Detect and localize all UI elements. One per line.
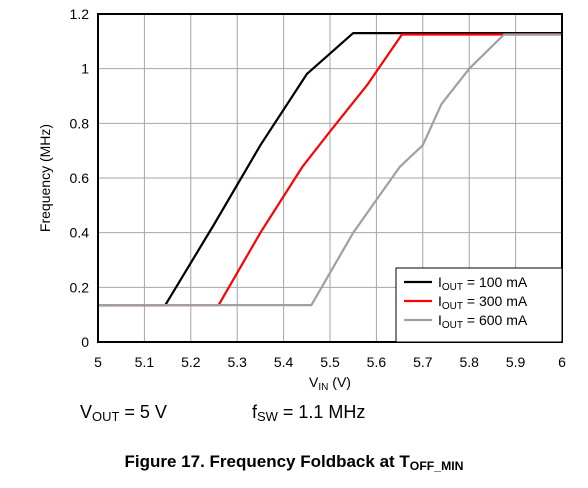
fsw-main: f [252, 402, 258, 422]
y-tick-label: 1.2 [70, 6, 90, 22]
figure-caption: Figure 17. Frequency Foldback at TOFF_MI… [0, 452, 588, 473]
x-tick-label: 5.3 [227, 354, 247, 370]
plot-frame [97, 13, 563, 343]
caption-main: Figure 17. Frequency Foldback at T [124, 452, 410, 471]
x-tick-label: 5.4 [274, 354, 294, 370]
x-tick-label: 5 [94, 354, 102, 370]
x-axis-label-sub: IN [318, 382, 328, 393]
x-tick-label: 5.6 [367, 354, 387, 370]
x-tick-label: 5.7 [413, 354, 433, 370]
legend-label: IOUT = 100 mA [438, 274, 528, 293]
series-line-2 [98, 33, 562, 307]
legend-box [395, 267, 563, 343]
x-tick-labels: 5 5.1 5.2 5.3 5.4 5.5 5.6 5.7 5.8 5.9 6 [94, 354, 566, 370]
vout-rest: = 5 V [119, 402, 167, 422]
x-tick-label: 5.9 [506, 354, 526, 370]
fsw-sub: SW [257, 409, 278, 425]
vout-main: V [80, 402, 93, 422]
y-tick-label: 1 [81, 61, 89, 77]
y-axis-label: Frequency (MHz) [37, 124, 53, 232]
x-axis-label: VIN (V) [309, 374, 351, 393]
legend-label: IOUT = 600 mA [438, 312, 528, 331]
x-axis-label-unit: (V) [328, 374, 351, 390]
y-tick-label: 0.4 [70, 225, 90, 241]
x-axis-label-main: V [309, 374, 319, 390]
chart: 5 5.1 5.2 5.3 5.4 5.5 5.6 5.7 5.8 5.9 6 0 0.2 0.4 0.6… [37, 6, 566, 393]
vout-sub: OUT [92, 409, 120, 425]
series-lines [98, 31, 562, 307]
x-tick-label: 5.1 [135, 354, 155, 370]
x-tick-label: 5.8 [459, 354, 479, 370]
y-tick-label: 0.8 [70, 115, 90, 131]
y-tick-label: 0 [81, 334, 89, 350]
legend-label: IOUT = 300 mA [438, 293, 528, 312]
fsw-note: fSW = 1.1 MHz [252, 402, 365, 424]
y-tick-label: 0.2 [70, 279, 90, 295]
grid-lines [98, 14, 562, 342]
fsw-rest: = 1.1 MHz [277, 402, 366, 422]
y-tick-label: 0.6 [70, 170, 90, 186]
x-tick-label: 5.2 [181, 354, 201, 370]
y-tick-labels: 0 0.2 0.4 0.6 0.8 1 1.2 [70, 6, 90, 350]
series-line-3 [98, 33, 562, 307]
x-tick-label: 6 [558, 354, 566, 370]
x-tick-label: 5.5 [320, 354, 340, 370]
caption-sub: OFF_MIN [409, 459, 464, 474]
vout-note: VOUT = 5 V [80, 402, 167, 424]
